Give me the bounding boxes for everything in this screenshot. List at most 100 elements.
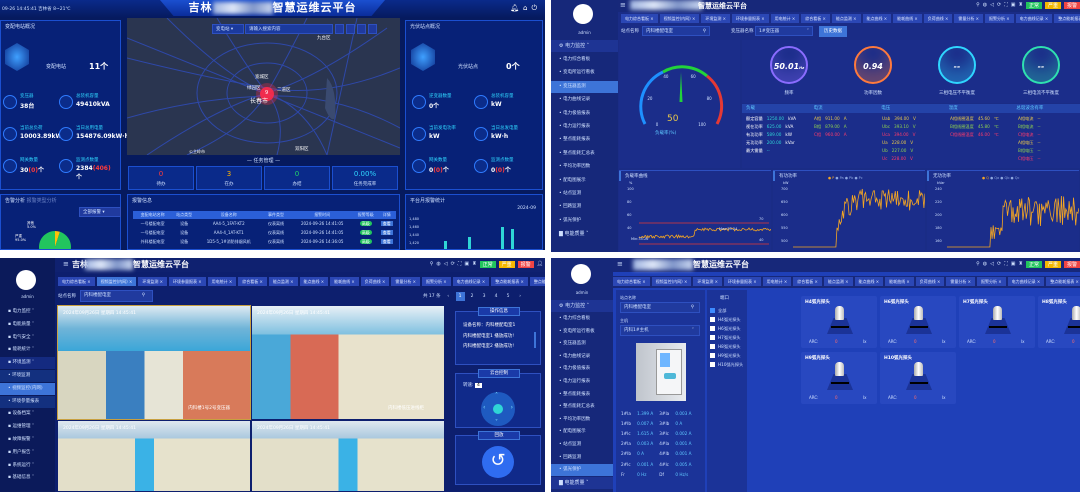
tab[interactable]: 报警分析 × bbox=[985, 14, 1014, 23]
camera-feed[interactable]: 2024年09月26日 星期四 14:45:41 内科楼低压进线柜 bbox=[251, 305, 445, 420]
sidebar-item[interactable]: ▪ 故障报警 ˅ bbox=[0, 434, 55, 446]
sidebar-item[interactable]: • 电力曲线记录 bbox=[551, 351, 613, 363]
next-page[interactable]: › bbox=[516, 292, 525, 301]
tab[interactable]: 电力曲线记录 × bbox=[453, 277, 490, 286]
tab[interactable]: 综合看板 × bbox=[238, 277, 267, 286]
speed-input[interactable]: 4 bbox=[475, 383, 482, 388]
sidebar-item[interactable]: ▪ 用户报告 ˅ bbox=[0, 447, 55, 459]
power-icon[interactable]: ⏻ bbox=[531, 4, 541, 12]
page-button[interactable]: 2 bbox=[468, 292, 477, 301]
sidebar-item[interactable]: • 变压器监测 bbox=[551, 338, 613, 350]
fullscreen-icon[interactable]: ⛶ bbox=[458, 261, 462, 268]
arc-probe-card[interactable]: H6弧光探头 ARC: 0 lx bbox=[880, 296, 956, 348]
tab[interactable]: 电力曲线记录 × bbox=[1008, 277, 1045, 286]
sound-icon[interactable]: ◁ bbox=[444, 261, 448, 268]
sidebar-item[interactable]: • 配电图展示 bbox=[551, 175, 618, 187]
tab[interactable]: 环境参量报表 × bbox=[724, 277, 761, 286]
tab[interactable]: 能点监测 × bbox=[824, 277, 853, 286]
tab[interactable]: 需量分析 × bbox=[946, 277, 975, 286]
camera-feed[interactable]: 2024年09月26日 星期四 14:45:41 bbox=[57, 420, 251, 492]
left-arrow-icon[interactable]: ‹ bbox=[483, 404, 485, 411]
export-icon[interactable] bbox=[357, 24, 366, 34]
menu-toggle-icon[interactable]: ≡ bbox=[617, 260, 623, 268]
sidebar-item[interactable]: • 弧光保护 bbox=[551, 215, 618, 227]
sidebar-item[interactable]: • 弧光保护 bbox=[551, 464, 613, 476]
tab[interactable]: 报警分析 × bbox=[422, 277, 451, 286]
task-stat[interactable]: 0.00% 任务完成率 bbox=[332, 166, 398, 190]
search-icon[interactable]: ⚲ bbox=[430, 261, 434, 268]
tab[interactable]: 环境监测 × bbox=[701, 14, 730, 23]
probe-checkbox[interactable]: H9弧光探头 bbox=[710, 351, 743, 360]
search-icon[interactable]: ⚲ bbox=[976, 261, 980, 268]
probe-checkbox[interactable]: H10弧光探头 bbox=[710, 360, 743, 369]
tab[interactable]: 整点能耗报表 × bbox=[1046, 277, 1080, 286]
map-search-input[interactable]: 请输入搜索内容 bbox=[245, 24, 333, 34]
tab[interactable]: 能点监测 × bbox=[269, 277, 298, 286]
refresh-icon[interactable]: ⟳ bbox=[451, 261, 455, 268]
page-button[interactable]: 1 bbox=[456, 292, 465, 301]
task-stat[interactable]: 3 在办 bbox=[196, 166, 262, 190]
tab[interactable]: 能耗曲线 × bbox=[885, 277, 914, 286]
sidebar-item[interactable]: • 电力运行报表 bbox=[551, 376, 613, 388]
sidebar-item[interactable]: • 电力综合看板 bbox=[551, 54, 618, 66]
sidebar-item[interactable]: • 电力综合看板 bbox=[551, 313, 613, 325]
camera-feed[interactable]: 2024年09月26日 星期四 14:45:41 内科楼1号2号变压器 bbox=[57, 305, 251, 420]
tab[interactable]: 能点曲线 × bbox=[863, 14, 892, 23]
tab[interactable]: 用电统计 × bbox=[771, 14, 800, 23]
bell-icon[interactable]: 🔔︎ bbox=[510, 4, 523, 12]
sidebar-item[interactable]: • 电力极值报表 bbox=[551, 363, 613, 375]
station-input[interactable]: 内科楼配电室 ⚲ bbox=[620, 302, 700, 313]
sidebar-item[interactable]: ▪ 环境监测 ˄ bbox=[0, 357, 55, 369]
sidebar-item[interactable]: • 配电图展示 bbox=[551, 426, 613, 438]
sidebar-item[interactable]: • 回路监测 bbox=[551, 452, 613, 464]
tab[interactable]: 整点能耗汇总 × bbox=[530, 277, 545, 286]
host-select[interactable]: 内科1#主机 ˅ bbox=[620, 325, 700, 336]
sidebar-item[interactable]: • 站点监测 bbox=[551, 439, 613, 451]
sidebar-item[interactable]: • 变电所运行看板 bbox=[551, 326, 613, 338]
sidebar-item[interactable]: ▪ 电力监控 ˅ bbox=[0, 306, 55, 318]
user-icon[interactable]: 👤︎ bbox=[537, 261, 543, 268]
shirt-icon[interactable]: ♜ bbox=[1018, 261, 1022, 268]
page-button[interactable]: 3 bbox=[480, 292, 489, 301]
tab[interactable]: 负荷曲线 × bbox=[916, 277, 945, 286]
tab[interactable]: 整点能耗报表 × bbox=[491, 277, 528, 286]
view-button[interactable]: 查看 bbox=[381, 230, 393, 235]
probe-checkbox[interactable]: H7弧光探头 bbox=[710, 333, 743, 342]
eye-icon[interactable] bbox=[335, 24, 344, 34]
alarm-status-button[interactable]: 报警 bbox=[1064, 2, 1080, 9]
panel-subtitle[interactable]: 报警类型分析 bbox=[27, 198, 57, 204]
tab[interactable]: 视频监控(内网) × bbox=[652, 277, 692, 286]
tab[interactable]: 用电统计 × bbox=[763, 277, 792, 286]
probe-checkbox[interactable]: H8弧光探头 bbox=[710, 342, 743, 351]
arc-probe-card[interactable]: H8弧光探头ARC:0lx bbox=[1038, 296, 1080, 348]
sidebar-group-power[interactable]: ⚙ 电力监控 ˄ bbox=[551, 40, 618, 52]
history-data-button[interactable]: 历史数据 bbox=[819, 26, 847, 37]
center-button[interactable] bbox=[493, 404, 503, 414]
station-input[interactable]: 内科楼配电室 ⚲ bbox=[80, 290, 153, 302]
sidebar-item[interactable]: ▪ 能耗统计 ˅ bbox=[0, 344, 55, 356]
sidebar-item[interactable]: ▪ 基础信息 ˅ bbox=[0, 472, 55, 484]
tab[interactable]: 需量分析 × bbox=[954, 14, 983, 23]
tab[interactable]: 能点监测 × bbox=[832, 14, 861, 23]
tab[interactable]: 电力综合看板 × bbox=[58, 277, 95, 286]
down-arrow-icon[interactable]: ˅ bbox=[495, 419, 498, 426]
globe-icon[interactable]: ◍ bbox=[983, 261, 987, 268]
search-icon[interactable]: ⚲ bbox=[703, 27, 706, 36]
sidebar-item[interactable]: • 平均功率因数 bbox=[551, 414, 613, 426]
tab[interactable]: 电力综合看板 × bbox=[621, 14, 658, 23]
alarm-filter-select[interactable]: 全部报警 ▾ bbox=[79, 207, 121, 217]
tab[interactable]: 综合看板 × bbox=[793, 277, 822, 286]
station-input[interactable]: 内科楼配电室 ⚲ bbox=[642, 26, 710, 36]
sidebar-subitem[interactable]: • 视频监控(内网) bbox=[0, 383, 55, 395]
tab[interactable]: 能点曲线 × bbox=[300, 277, 329, 286]
normal-status-button[interactable]: 正常 bbox=[1026, 261, 1042, 268]
alarm-status-button[interactable]: 报警 bbox=[518, 261, 534, 268]
ptz-joystick[interactable]: ˄ ˅ ‹ › bbox=[481, 392, 515, 426]
sidebar-item[interactable]: • 整点能耗汇总表 bbox=[551, 148, 618, 160]
scrollbar[interactable] bbox=[534, 332, 536, 348]
task-stat[interactable]: 0 办结 bbox=[264, 166, 330, 190]
sidebar-item[interactable]: ▪ 电能质量 ˅ bbox=[0, 319, 55, 331]
tab[interactable]: 能点曲线 × bbox=[855, 277, 884, 286]
warning-status-button[interactable]: 严重 bbox=[499, 261, 515, 268]
map-view[interactable]: 9 变电站 ▾ 请输入搜索内容 九台区 宽城区 绿园区 二道区 长春市 双阳区 … bbox=[127, 18, 400, 155]
